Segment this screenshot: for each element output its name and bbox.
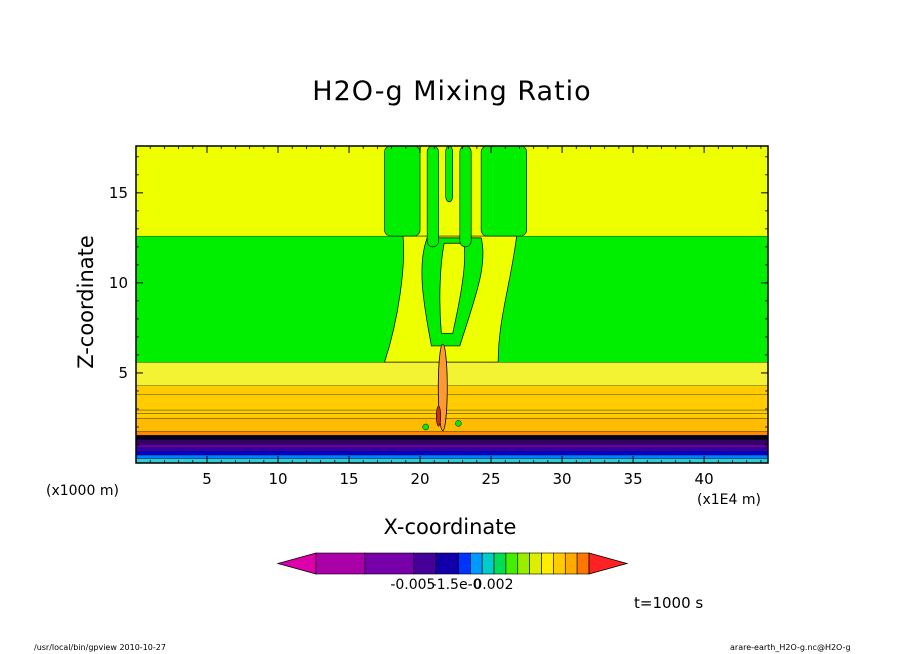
time-label: t=1000 s [634,594,704,612]
colorbar-segment [413,552,437,575]
colorbar-low-arrow [276,552,317,575]
x-tick-label: 30 [552,470,572,488]
footer-right: arare-earth_H2O-g.nc@H2O-g [730,643,851,652]
contour-band [136,454,768,459]
colorbar-segment [564,552,578,575]
x-tick-label: 15 [339,470,359,488]
colorbar-label: 0.002 [473,577,514,593]
x-tick-label: 25 [481,470,501,488]
contour-band [136,385,768,395]
colorbar-high-arrow [588,552,629,575]
colorbar-segment [435,552,459,575]
colorbar-label: -0.005 [390,577,436,593]
x-tick-label: 5 [202,470,212,488]
contour-band [136,444,768,448]
x-tick-label: 40 [694,470,714,488]
y-tick-label: 5 [118,363,128,382]
colorbar-segment [481,552,495,575]
x-unit-left: (x1000 m) [46,483,119,499]
contour-band [136,458,768,463]
colorbar-segment [505,552,519,575]
colorbar-segment [364,552,415,575]
colorbar-segment [493,552,507,575]
plume-blob [422,423,429,431]
plot-frame [135,145,769,464]
plume-column [426,145,439,248]
x-axis-label: X-coordinate [383,515,517,539]
colorbar-segment [576,552,590,575]
contour-band [136,435,768,440]
contour-band [136,431,768,436]
y-tick-label: 10 [108,273,128,292]
plume-updraft [437,343,448,431]
footer-left: /usr/local/bin/gpview 2010-10-27 [34,643,166,652]
x-tick-label: 10 [268,470,288,488]
colorbar-segment [541,552,554,575]
plume-column [384,145,421,237]
plume-column [445,145,454,203]
plume-column [459,145,472,248]
x-tick-label: 35 [623,470,643,488]
x-unit-right: (x1E4 m) [697,492,761,508]
colorbar-segment [529,552,542,575]
contour-band [136,362,768,386]
colorbar-segment [315,552,366,575]
plume-blob [455,420,462,427]
central-plume [384,145,527,431]
x-tick-label: 20 [410,470,430,488]
colorbar-segment [553,552,566,575]
colorbar-segment [517,552,530,575]
colorbar-label: -1.5e-0 [431,577,482,593]
colorbar-segment [470,552,483,575]
chart-title: H2O-g Mixing Ratio [312,76,592,107]
contour-band [136,413,768,418]
contour-band [136,394,768,410]
y-tick-label: 15 [108,183,128,202]
y-axis-label: Z-coordinate [74,235,98,369]
contour-band [136,417,768,432]
contour-band [136,447,768,452]
plume-column [480,145,527,237]
colorbar [276,552,629,575]
contour-band [136,439,768,445]
contour-band [136,451,768,455]
plume-updraft-core [436,405,442,427]
colorbar-segment [458,552,471,575]
contour-band [136,409,768,414]
